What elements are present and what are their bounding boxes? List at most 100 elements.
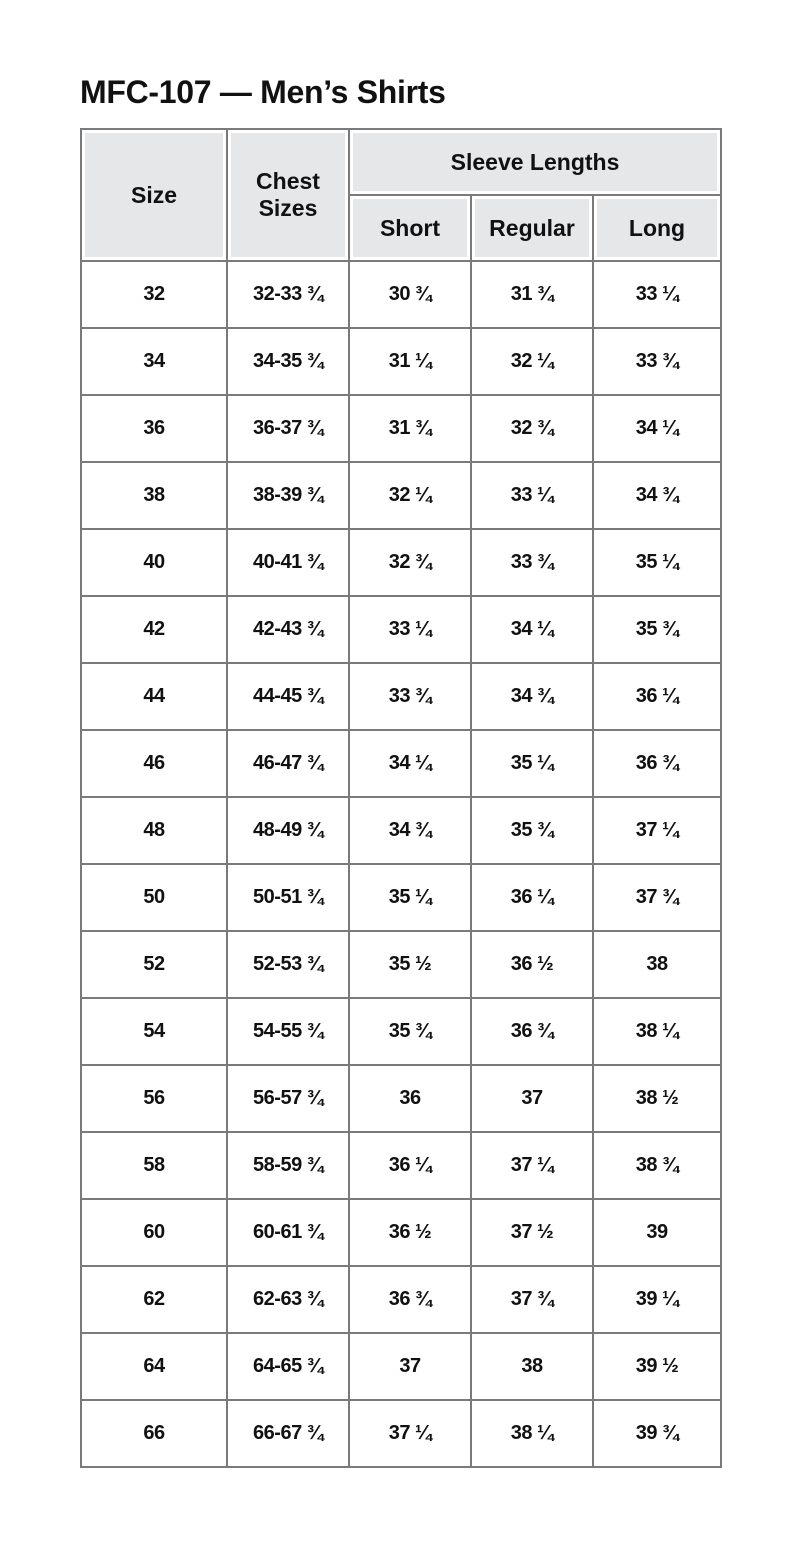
long-cell: 39: [591, 1198, 723, 1267]
long-cell: 33 ¾: [591, 327, 723, 396]
size-cell: 42: [80, 595, 228, 664]
size-cell: 52: [80, 930, 228, 999]
chest-cell: 44-45 ¾: [226, 662, 350, 731]
chest-cell: 66-67 ¾: [226, 1399, 350, 1468]
size-chart-table: Size Chest Sizes Sleeve Lengths Short Re…: [80, 128, 723, 1468]
regular-cell: 33 ¾: [470, 528, 594, 597]
table-row: 32 32-33 ¾ 30 ¾ 31 ¾ 33 ¼: [80, 260, 723, 329]
regular-cell: 34 ¾: [470, 662, 594, 731]
short-cell: 35 ½: [348, 930, 472, 999]
regular-cell: 37 ¾: [470, 1265, 594, 1334]
chest-cell: 40-41 ¾: [226, 528, 350, 597]
regular-cell: 38 ¼: [470, 1399, 594, 1468]
short-cell: 32 ¼: [348, 461, 472, 530]
chest-cell: 64-65 ¾: [226, 1332, 350, 1401]
regular-cell: 32 ¼: [470, 327, 594, 396]
size-cell: 38: [80, 461, 228, 530]
table-row: 48 48-49 ¾ 34 ¾ 35 ¾ 37 ¼: [80, 796, 723, 865]
chest-cell: 36-37 ¾: [226, 394, 350, 463]
long-cell: 33 ¼: [591, 260, 723, 329]
regular-cell: 36 ¾: [470, 997, 594, 1066]
size-cell: 66: [80, 1399, 228, 1468]
chest-cell: 52-53 ¾: [226, 930, 350, 999]
table-row: 52 52-53 ¾ 35 ½ 36 ½ 38: [80, 930, 723, 999]
header-sleeve-lengths: Sleeve Lengths: [347, 128, 723, 196]
table-row: 64 64-65 ¾ 37 38 39 ½: [80, 1332, 723, 1401]
table-row: 38 38-39 ¾ 32 ¼ 33 ¼ 34 ¾: [80, 461, 723, 530]
regular-cell: 37 ¼: [470, 1131, 594, 1200]
chest-cell: 62-63 ¾: [226, 1265, 350, 1334]
size-cell: 62: [80, 1265, 228, 1334]
table-row: 50 50-51 ¾ 35 ¼ 36 ¼ 37 ¾: [80, 863, 723, 932]
table-row: 36 36-37 ¾ 31 ¾ 32 ¾ 34 ¼: [80, 394, 723, 463]
size-cell: 34: [80, 327, 228, 396]
regular-cell: 37: [470, 1064, 594, 1133]
chest-cell: 32-33 ¾: [226, 260, 350, 329]
short-cell: 31 ¼: [348, 327, 472, 396]
chest-cell: 60-61 ¾: [226, 1198, 350, 1267]
long-cell: 34 ¾: [591, 461, 723, 530]
table-row: 34 34-35 ¾ 31 ¼ 32 ¼ 33 ¾: [80, 327, 723, 396]
regular-cell: 32 ¾: [470, 394, 594, 463]
long-cell: 39 ¾: [591, 1399, 723, 1468]
regular-cell: 31 ¾: [470, 260, 594, 329]
long-cell: 35 ¾: [591, 595, 723, 664]
short-cell: 37 ¼: [348, 1399, 472, 1468]
chest-cell: 56-57 ¾: [226, 1064, 350, 1133]
chest-cell: 34-35 ¾: [226, 327, 350, 396]
long-cell: 36 ¼: [591, 662, 723, 731]
regular-cell: 37 ½: [470, 1198, 594, 1267]
regular-cell: 38: [470, 1332, 594, 1401]
short-cell: 34 ¼: [348, 729, 472, 798]
size-cell: 32: [80, 260, 228, 329]
chest-cell: 58-59 ¾: [226, 1131, 350, 1200]
long-cell: 39 ¼: [591, 1265, 723, 1334]
regular-cell: 34 ¼: [470, 595, 594, 664]
long-cell: 37 ¼: [591, 796, 723, 865]
short-cell: 36 ½: [348, 1198, 472, 1267]
long-cell: 37 ¾: [591, 863, 723, 932]
long-cell: 38 ¼: [591, 997, 723, 1066]
size-cell: 44: [80, 662, 228, 731]
long-cell: 38: [591, 930, 723, 999]
table-row: 42 42-43 ¾ 33 ¼ 34 ¼ 35 ¾: [80, 595, 723, 664]
short-cell: 35 ¼: [348, 863, 472, 932]
size-cell: 36: [80, 394, 228, 463]
chest-cell: 38-39 ¾: [226, 461, 350, 530]
regular-cell: 33 ¼: [470, 461, 594, 530]
short-cell: 33 ¼: [348, 595, 472, 664]
table-row: 58 58-59 ¾ 36 ¼ 37 ¼ 38 ¾: [80, 1131, 723, 1200]
regular-cell: 35 ¾: [470, 796, 594, 865]
short-cell: 30 ¾: [348, 260, 472, 329]
regular-cell: 36 ¼: [470, 863, 594, 932]
short-cell: 32 ¾: [348, 528, 472, 597]
long-cell: 34 ¼: [591, 394, 723, 463]
table-row: 56 56-57 ¾ 36 37 38 ½: [80, 1064, 723, 1133]
size-cell: 40: [80, 528, 228, 597]
table-row: 62 62-63 ¾ 36 ¾ 37 ¾ 39 ¼: [80, 1265, 723, 1334]
chest-cell: 54-55 ¾: [226, 997, 350, 1066]
regular-cell: 36 ½: [470, 930, 594, 999]
size-cell: 54: [80, 997, 228, 1066]
chest-cell: 46-47 ¾: [226, 729, 350, 798]
long-cell: 36 ¾: [591, 729, 723, 798]
short-cell: 31 ¾: [348, 394, 472, 463]
table-row: 44 44-45 ¾ 33 ¾ 34 ¾ 36 ¼: [80, 662, 723, 731]
header-short: Short: [348, 194, 472, 262]
short-cell: 33 ¾: [348, 662, 472, 731]
header-long: Long: [591, 194, 723, 262]
size-cell: 56: [80, 1064, 228, 1133]
size-cell: 60: [80, 1198, 228, 1267]
chest-cell: 50-51 ¾: [226, 863, 350, 932]
size-cell: 64: [80, 1332, 228, 1401]
size-cell: 50: [80, 863, 228, 932]
short-cell: 36: [348, 1064, 472, 1133]
size-cell: 46: [80, 729, 228, 798]
short-cell: 37: [348, 1332, 472, 1401]
short-cell: 34 ¾: [348, 796, 472, 865]
table-row: 54 54-55 ¾ 35 ¾ 36 ¾ 38 ¼: [80, 997, 723, 1066]
regular-cell: 35 ¼: [470, 729, 594, 798]
short-cell: 35 ¾: [348, 997, 472, 1066]
size-cell: 58: [80, 1131, 228, 1200]
long-cell: 38 ½: [591, 1064, 723, 1133]
